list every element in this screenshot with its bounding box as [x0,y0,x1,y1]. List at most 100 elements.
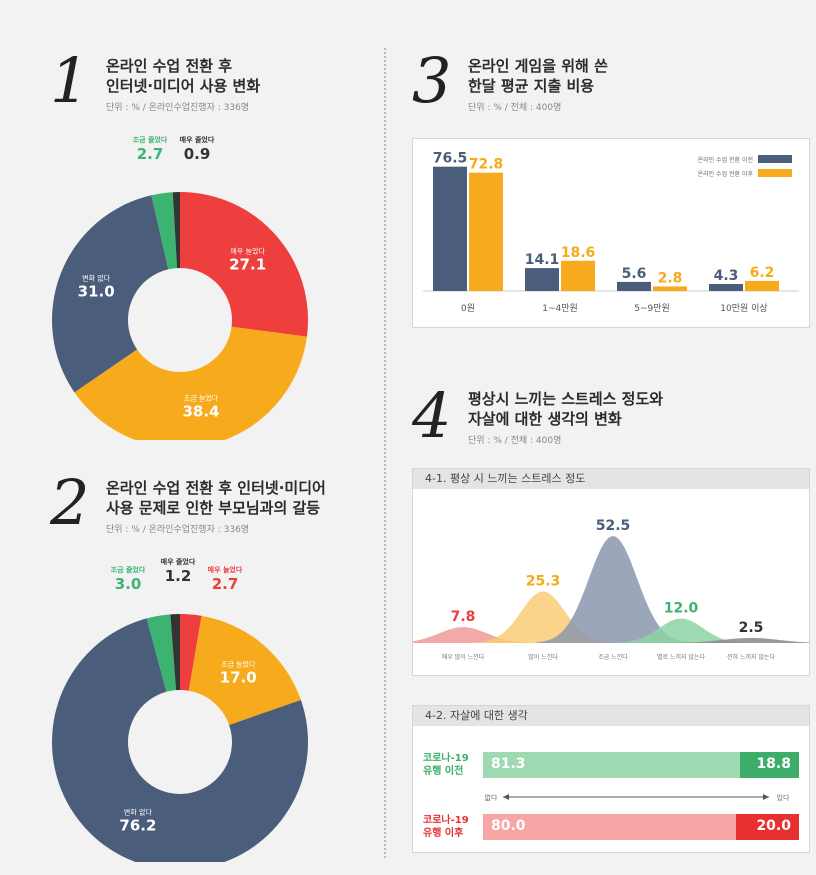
chart3-value-1-3: 6.2 [750,265,775,281]
chart3-bar-0-1 [525,268,559,291]
chart4_1-category-0: 매우 많이 느낀다 [442,653,485,661]
chart4_2-axis: 없다 있다 [485,793,790,802]
section-3-subtitle: 단위 : % / 전체 : 400명 [468,103,562,113]
suicide-thought-panel: 4-2. 자살에 대한 생각 코로나-19 유행 이전 81.3 18.8 코로나-19… [412,705,810,853]
chart4_1-value-3: 12.0 [664,601,699,617]
chart2-label-1: 조금 늘었다 [221,659,256,668]
section-1-title-line1: 온라인 수업 전환 후 [106,57,233,75]
chart3-bar-1-3 [745,280,779,291]
chart2-value-0: 2.7 [212,575,239,593]
chart1-slice-4 [172,192,180,269]
chart3-category-2: 5~9만원 [634,303,670,314]
chart3-category-1: 1~4만원 [542,303,578,314]
chart2-slice-4 [170,614,180,691]
chart4_2-category-1-line-0: 코로나-19 [423,815,469,826]
chart4_1-area-2 [536,536,690,643]
chart2-slice-3 [146,614,177,692]
chart3-legend-label-1: 온라인 수업 전환 이후 [698,170,754,178]
chart1-slice-3 [151,192,178,270]
chart4_1-area-4 [661,637,809,643]
chart3-bar-1-1 [561,260,595,291]
chart3-value-1-1: 18.6 [561,245,596,261]
chart2-label-4: 매우 줄었다 [161,557,196,566]
chart1-label-1: 조금 늘었다 [184,394,219,403]
chart4_2-value-none-1: 80.0 [491,818,526,834]
chart1-slice-0 [180,192,308,337]
chart3-bar-0-3 [709,284,743,291]
section-2-title-line2: 사용 문제로 인한 부모님과의 갈등 [106,499,321,517]
chart4_1-area-0 [413,627,540,643]
chart3-bar-1-0 [469,172,503,291]
chart4_2-axis-right-label: 있다 [777,793,790,802]
chart3-value-1-0: 72.8 [469,157,504,173]
suicide-panel-title: 4-2. 자살에 대한 생각 [413,706,809,726]
chart3-value-0-1: 14.1 [525,252,560,268]
chart3-value-1-2: 2.8 [658,270,683,286]
chart4_2-value-none-0: 81.3 [491,756,526,772]
chart4_2-axis-arrow-left [503,794,509,800]
chart4_2-bar-yes-0: 18.8 [739,752,799,778]
chart3-category-0: 0원 [461,303,475,314]
chart4_2-axis-arrow-right [763,794,769,800]
chart4_2-category-0-line-1: 유행 이전 [423,766,464,777]
chart4_1-value-0: 7.8 [451,609,476,625]
chart2-slice-1 [188,615,301,725]
section-1-subtitle: 단위 : % / 온라인수업진행자 : 336명 [106,103,250,113]
section-4-number: 4 [412,379,452,452]
chart4_2-category-1: 코로나-19 유행 이후 [423,814,469,840]
chart3-value-0-0: 76.5 [433,151,468,167]
chart4_1-area-3 [610,618,752,643]
stress-panel-title: 4-1. 평상 시 느끼는 스트레스 정도 [413,469,809,489]
bar-chart-panel: 76.5 72.8 0원 14.1 18.6 1~4만원 5.6 2.8 5~9만원 4.3 6.2… [412,138,810,328]
chart4_2-value-yes-1: 20.0 [756,818,791,834]
section-4-subtitle: 단위 : % / 전체 : 400명 [468,436,562,446]
chart4_1-value-2: 52.5 [596,518,631,534]
chart1-slice-1 [74,326,307,440]
section-2-title-line1: 온라인 수업 전환 후 인터넷·미디어 [106,479,326,497]
section-3-title-line2: 한달 평균 지출 비용 [468,77,595,95]
chart2-label-3: 조금 줄었다 [111,565,146,574]
chart2-value-4: 1.2 [165,567,192,585]
chart3-bar-0-2 [617,281,651,291]
chart3-category-3: 10만원 이상 [720,303,767,314]
chart4_2-bar-none-0: 81.3 [483,752,740,778]
chart1-value-1: 38.4 [182,403,219,421]
section-4-title-line1: 평상시 느끼는 스트레스 정도와 [468,390,664,408]
chart4_2-value-yes-0: 18.8 [756,756,791,772]
chart4_1-category-1: 많이 느낀다 [528,653,558,661]
chart1-value-0: 27.1 [229,256,266,274]
section-3-number: 3 [412,44,452,117]
chart1-value-2: 31.0 [78,282,115,300]
chart3-bar-0-0 [433,166,467,291]
chart2-slice-0 [180,614,202,691]
chart4_2-category-1-line-1: 유행 이후 [423,828,464,839]
chart4_1-value-1: 25.3 [526,573,561,589]
chart3-legend-swatch-1 [758,169,792,177]
chart4_2-bar-none-1: 80.0 [483,814,736,840]
section-1-title-line2: 인터넷·미디어 사용 변화 [106,77,261,95]
chart1-label-2: 변화 없다 [82,273,111,282]
chart1-value-4: 0.9 [184,145,211,163]
bar-chart-game-spending: 76.5 72.8 0원 14.1 18.6 1~4만원 5.6 2.8 5~9만원 4.3 6.2… [423,151,799,314]
chart3-legend-swatch-0 [758,155,792,163]
chart1-label-4: 매우 줄었다 [180,135,215,144]
chart4_1-value-4: 2.5 [739,620,764,636]
section-3-title-line1: 온라인 게임을 위해 쓴 [468,57,608,75]
section-1-number: 1 [50,44,90,117]
chart4_1-category-2: 조금 느낀다 [598,653,628,661]
stacked-bar-suicide-thought: 코로나-19 유행 이전 81.3 18.8 코로나-19 유행 이후 80.0 20.0 없다… [413,726,809,852]
chart1-slice-2 [52,195,169,393]
chart4_2-axis-left-label: 없다 [485,793,498,802]
chart2-label-2: 변화 없다 [124,808,153,817]
stress-panel: 4-1. 평상 시 느끼는 스트레스 정도 7.8 매우 많이 느낀다 25.3 많이… [412,468,810,676]
chart2-value-2: 76.2 [119,817,156,835]
chart3-value-0-2: 5.6 [622,266,647,282]
chart1-label-3: 조금 줄었다 [133,135,168,144]
chart2-slice-2 [52,618,308,862]
chart3-legend-label-0: 온라인 수업 전환 이전 [698,156,753,164]
column-divider [384,48,386,858]
section-2-number: 2 [50,466,90,539]
chart3-bar-1-2 [653,286,687,291]
chart1-label-0: 매우 늘었다 [230,247,265,256]
